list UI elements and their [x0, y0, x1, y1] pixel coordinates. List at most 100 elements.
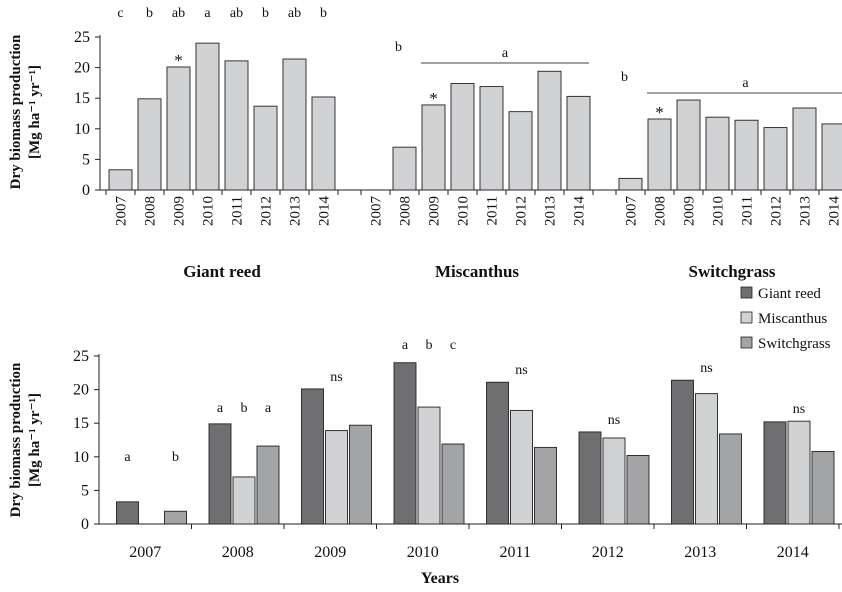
top-bar [283, 59, 306, 190]
top-bar [677, 100, 700, 190]
bottom-bar-giant-reed [394, 363, 416, 524]
top-y-tick-label: 10 [74, 121, 90, 138]
top-x-tick-label: 2012 [259, 196, 275, 226]
top-sig-letter: ab [288, 6, 301, 21]
top-x-tick-label: 2013 [288, 196, 304, 226]
top-x-tick-label: 2014 [827, 196, 842, 227]
top-bar [735, 120, 758, 190]
bottom-y-tick-label: 20 [73, 382, 89, 399]
top-bar [648, 119, 671, 190]
bottom-y-tick-label: 0 [81, 516, 89, 533]
bottom-bar-giant-reed [117, 502, 139, 524]
top-bar [567, 96, 590, 190]
top-bracket-label: a [742, 76, 749, 91]
bottom-sig-letter: a [217, 401, 224, 416]
bottom-sig-letter: a [265, 401, 272, 416]
bottom-x-tick-label: 2007 [129, 544, 161, 561]
bottom-sig-letter: b [172, 450, 179, 465]
top-bar [393, 147, 416, 190]
bottom-ns-label: ns [793, 402, 805, 417]
bottom-bar-switchgrass [257, 446, 279, 524]
top-x-tick-label: 2014 [572, 196, 588, 227]
bottom-ns-label: ns [515, 363, 527, 378]
bottom-sig-letter: a [124, 450, 131, 465]
top-x-tick-label: 2013 [543, 196, 559, 226]
top-group-label: Miscanthus [435, 262, 519, 281]
bottom-ns-label: ns [608, 413, 620, 428]
top-sig-letter: ab [172, 6, 185, 21]
top-x-tick-label: 2007 [369, 196, 385, 227]
top-bar [451, 84, 474, 190]
top-sig-letter: b [320, 6, 327, 21]
top-asterisk: * [174, 51, 183, 70]
top-bar [254, 106, 277, 190]
top-group-label: Switchgrass [689, 262, 776, 281]
bottom-sig-letter: b [426, 338, 433, 353]
top-y-axis-label: Dry biomass production [8, 34, 24, 189]
legend-swatch [741, 337, 752, 348]
top-y-tick-label: 5 [82, 151, 90, 168]
top-asterisk: * [429, 89, 438, 108]
top-bar [509, 112, 532, 190]
legend-swatch [741, 312, 752, 323]
bottom-y-tick-label: 25 [73, 348, 89, 365]
bottom-y-axis-unit: [Mg ha⁻¹ yr⁻¹] [27, 393, 43, 487]
legend-label: Switchgrass [758, 336, 831, 352]
bottom-bar-giant-reed [209, 424, 231, 524]
bottom-bar-giant-reed [672, 380, 694, 524]
bottom-ns-label: ns [330, 370, 342, 385]
top-start-letter: b [621, 70, 628, 85]
bottom-x-tick-label: 2013 [684, 544, 716, 561]
top-x-tick-label: 2007 [114, 196, 130, 227]
top-x-tick-label: 2009 [172, 196, 188, 226]
top-x-tick-label: 2011 [485, 196, 501, 225]
top-x-tick-label: 2007 [624, 196, 640, 227]
top-bar [196, 43, 219, 190]
legend-label: Giant reed [758, 286, 821, 302]
bottom-x-axis-label: Years [421, 570, 459, 587]
top-y-axis-unit: [Mg ha⁻¹ yr⁻¹] [27, 65, 43, 159]
bottom-bar-miscanthus [233, 477, 255, 524]
top-bar [109, 170, 132, 190]
top-bar [312, 97, 335, 190]
top-sig-letter: b [146, 6, 153, 21]
top-bar [793, 108, 816, 190]
top-bar [619, 178, 642, 190]
bottom-bar-switchgrass [350, 425, 372, 524]
top-x-tick-label: 2010 [201, 196, 217, 226]
top-asterisk: * [655, 103, 664, 122]
top-sig-letter: c [117, 6, 123, 21]
bottom-y-tick-label: 10 [73, 449, 89, 466]
top-bar [422, 105, 445, 190]
top-x-tick-label: 2012 [514, 196, 530, 226]
bottom-sig-letter: b [241, 401, 248, 416]
top-bar [138, 99, 161, 190]
top-x-tick-label: 2008 [653, 196, 669, 226]
bottom-ns-label: ns [700, 361, 712, 376]
bottom-x-tick-label: 2010 [407, 544, 439, 561]
bottom-bar-miscanthus [788, 421, 810, 524]
top-x-tick-label: 2011 [230, 196, 246, 225]
top-sig-letter: a [204, 6, 211, 21]
bottom-bar-miscanthus [511, 410, 533, 524]
top-bar [480, 87, 503, 190]
bottom-bar-switchgrass [442, 444, 464, 524]
bottom-x-tick-label: 2009 [314, 544, 346, 561]
top-x-tick-label: 2008 [398, 196, 414, 226]
bottom-bar-giant-reed [764, 422, 786, 524]
top-x-tick-label: 2009 [682, 196, 698, 226]
top-x-tick-label: 2010 [456, 196, 472, 226]
top-y-tick-label: 25 [74, 29, 90, 46]
bottom-bar-giant-reed [302, 389, 324, 524]
top-bracket-label: a [502, 46, 509, 61]
bottom-bar-giant-reed [579, 432, 601, 524]
bottom-sig-letter: a [402, 338, 409, 353]
top-group-label: Giant reed [183, 262, 261, 281]
top-x-tick-label: 2012 [769, 196, 785, 226]
top-x-tick-label: 2013 [798, 196, 814, 226]
top-bar [822, 124, 842, 190]
top-bar [706, 117, 729, 190]
